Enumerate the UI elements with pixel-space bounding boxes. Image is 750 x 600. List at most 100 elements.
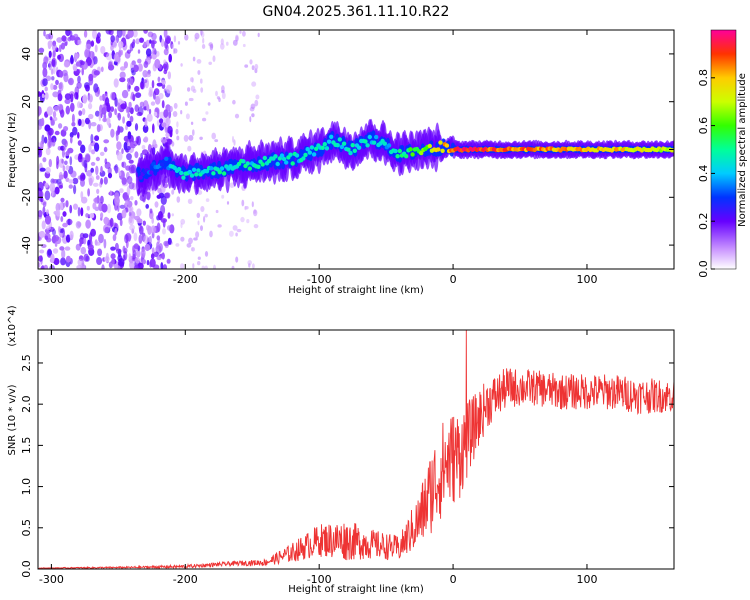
noise-blob <box>137 262 144 269</box>
noise-blob <box>235 232 238 237</box>
noise-blob <box>121 30 126 37</box>
noise-blob <box>166 37 171 45</box>
ridge-core <box>221 171 227 176</box>
noise-blob <box>138 234 143 244</box>
noise-blob <box>90 161 96 166</box>
noise-blob <box>188 237 193 244</box>
ridge-core <box>326 139 332 144</box>
noise-blob <box>44 86 48 92</box>
noise-blob <box>52 234 60 242</box>
ridge-core <box>324 146 330 151</box>
noise-blob <box>86 205 90 211</box>
ridge-core <box>138 175 143 180</box>
noise-blob <box>52 84 58 90</box>
noise-blob <box>130 141 134 148</box>
ridge-core <box>159 162 165 167</box>
noise-blob <box>173 35 177 43</box>
noise-blob <box>221 194 225 199</box>
noise-blob <box>235 34 239 42</box>
noise-blob <box>114 195 120 206</box>
noise-blob <box>90 40 95 47</box>
noise-blob <box>110 253 116 260</box>
ridge-core <box>281 156 287 162</box>
ridge-core <box>262 155 267 161</box>
noise-blob <box>129 115 134 123</box>
noise-blob <box>130 196 134 201</box>
noise-blob <box>77 75 81 84</box>
noise-blob <box>134 151 139 159</box>
noise-blob <box>126 49 132 54</box>
noise-blob <box>43 56 49 65</box>
noise-blob <box>123 135 129 142</box>
noise-blob <box>212 55 216 62</box>
ridge-core <box>288 152 293 157</box>
noise-blob <box>153 111 158 117</box>
noise-blob <box>63 170 68 179</box>
ridge-core <box>241 159 246 164</box>
noise-blob <box>126 153 132 161</box>
colorbar-tick-label: 0.0 <box>697 260 710 278</box>
noise-blob <box>83 159 88 169</box>
ridge-core <box>194 172 199 177</box>
noise-blob <box>200 78 203 84</box>
noise-blob <box>192 56 196 62</box>
noise-blob <box>133 264 139 269</box>
noise-blob <box>152 123 155 134</box>
noise-blob <box>162 264 167 269</box>
noise-blob <box>81 174 86 180</box>
noise-blob <box>123 196 130 202</box>
noise-blob <box>220 43 225 50</box>
noise-blob <box>80 60 85 66</box>
noise-blob <box>65 234 71 243</box>
noise-blob <box>38 230 46 238</box>
noise-blob <box>50 137 55 143</box>
ridge-core <box>382 141 387 146</box>
noise-blob <box>69 56 74 65</box>
noise-blob <box>152 90 156 100</box>
ridge-mid <box>371 130 376 138</box>
snr-panel: -300 -200 -100 0 100 0.0 0.5 1.0 1.5 2.0 2.5 SNR (… <box>7 305 675 595</box>
noise-blob <box>172 111 178 117</box>
noise-blob <box>59 70 64 78</box>
noise-blob <box>152 47 157 55</box>
noise-blob <box>132 30 138 38</box>
noise-blob <box>104 226 110 234</box>
noise-blob <box>201 44 206 49</box>
noise-blob <box>161 252 165 260</box>
noise-blob <box>127 30 134 38</box>
noise-blob <box>193 237 198 241</box>
noise-blob <box>109 217 114 228</box>
ridge-core <box>436 147 441 152</box>
noise-blob <box>136 218 143 224</box>
noise-blob <box>221 92 226 100</box>
noise-blob <box>44 136 48 144</box>
ridge-core <box>294 153 300 158</box>
noise-blob <box>141 248 146 258</box>
noise-blob <box>159 111 165 119</box>
noise-blob <box>191 77 194 83</box>
noise-blob <box>48 158 52 168</box>
ridge-core <box>219 166 225 171</box>
noise-blob <box>251 65 255 71</box>
noise-blob <box>191 247 194 252</box>
y-tick-label: 1.5 <box>20 437 33 455</box>
noise-blob <box>142 79 148 84</box>
noise-blob <box>180 110 183 115</box>
noise-blob <box>167 105 173 113</box>
noise-blob <box>239 30 242 34</box>
noise-blob <box>63 61 70 68</box>
noise-blob <box>45 167 51 174</box>
noise-blob <box>229 182 235 188</box>
noise-blob <box>241 199 245 207</box>
noise-blob <box>90 122 97 127</box>
noise-blob <box>148 108 152 115</box>
noise-blob <box>151 217 154 224</box>
noise-blob <box>167 212 171 219</box>
x-tick-label: -100 <box>307 273 332 286</box>
colorbar-ticks: 0.0 0.2 0.4 0.6 0.8 <box>697 69 715 278</box>
noise-blob <box>43 30 46 37</box>
noise-blob <box>42 206 46 216</box>
y-tick-label: 0.0 <box>20 560 33 578</box>
noise-blob <box>69 30 73 37</box>
